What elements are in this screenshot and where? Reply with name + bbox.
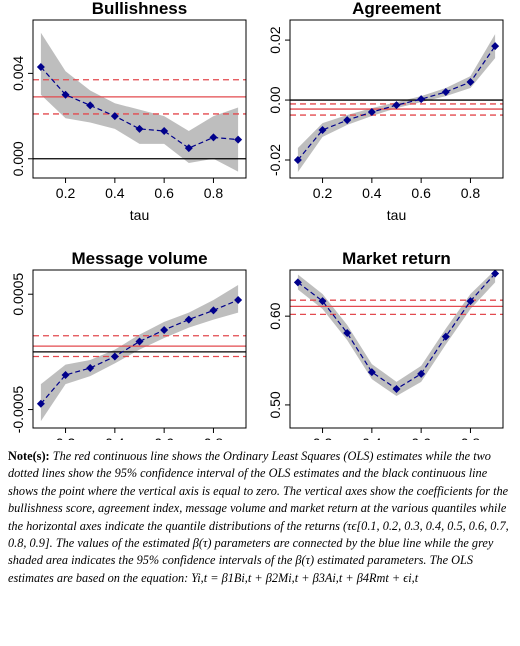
estimate-point: [209, 306, 218, 315]
x-tick-label: 0.2: [56, 185, 76, 201]
panel-title: Bullishness: [92, 0, 187, 18]
y-tick-label: 0.000: [10, 141, 26, 176]
estimate-point: [86, 364, 95, 373]
estimate-point: [184, 144, 193, 153]
panel: Message volume0.20.40.60.8-0.00050.0005t…: [10, 249, 247, 473]
estimate-point: [466, 78, 475, 87]
estimate-point: [135, 337, 144, 346]
estimate-point: [417, 369, 426, 378]
x-tick-label: 0.6: [154, 185, 174, 201]
estimate-point: [343, 116, 352, 125]
estimate-point: [86, 101, 95, 110]
estimate-point: [318, 126, 327, 135]
y-tick-label: 0.0005: [10, 273, 26, 316]
estimate-point: [160, 127, 169, 136]
x-tick-label: 0.2: [313, 185, 333, 201]
estimate-point: [392, 101, 401, 110]
estimate-line: [297, 273, 496, 390]
plot-frame: [289, 269, 504, 429]
estimate-point: [441, 87, 450, 96]
note-label: Note(s):: [8, 449, 50, 463]
x-tick-label: 0.6: [411, 185, 431, 201]
estimate-point: [392, 384, 401, 393]
plot-area: [290, 34, 503, 173]
panel-title: Message volume: [71, 249, 207, 268]
estimate-point: [293, 156, 302, 165]
estimate-point: [61, 370, 70, 379]
estimate-point: [491, 42, 500, 51]
confidence-band: [40, 284, 239, 422]
estimate-point: [61, 90, 70, 99]
estimate-point: [367, 368, 376, 377]
x-tick-label: 0.8: [204, 185, 224, 201]
estimate-point: [36, 62, 45, 71]
plot-frame: [32, 19, 247, 179]
x-tick-label: 0.4: [362, 435, 382, 440]
x-axis-label: tau: [130, 207, 149, 223]
plot-area: [290, 270, 503, 397]
estimate-point: [110, 112, 119, 121]
y-tick-label: 0.02: [267, 26, 283, 53]
estimate-point: [110, 352, 119, 361]
estimate-point: [491, 270, 500, 278]
x-tick-label: 0.2: [56, 435, 76, 440]
x-tick-label: 0.2: [313, 435, 333, 440]
plot-frame: [32, 269, 247, 429]
confidence-band: [40, 32, 239, 172]
y-tick-label: -0.02: [267, 144, 283, 176]
estimate-point: [160, 325, 169, 334]
estimate-point: [441, 332, 450, 341]
y-tick-label: 0.60: [267, 302, 283, 329]
x-tick-label: 0.8: [461, 185, 481, 201]
plot-area: [33, 32, 246, 172]
plot-area: [33, 284, 246, 422]
x-tick-label: 0.8: [204, 435, 224, 440]
x-axis-label: tau: [387, 207, 406, 223]
estimate-point: [36, 399, 45, 408]
x-tick-label: 0.6: [154, 435, 174, 440]
estimate-point: [293, 278, 302, 287]
estimate-point: [417, 95, 426, 104]
estimate-point: [466, 297, 475, 306]
panel: Bullishness 0.2 0.4 0.6 0.8 0.000 0.004 tau: [10, 0, 247, 223]
panel-title: Agreement: [352, 0, 441, 18]
y-tick-label: -0.0005: [10, 386, 26, 434]
panel-title: Market return: [342, 249, 451, 268]
note: Note(s): The red continuous line shows t…: [8, 448, 514, 587]
estimate-point: [209, 133, 218, 142]
y-tick-label: 0.00: [267, 86, 283, 113]
panel: Agreement 0.2 0.4 0.6 0.8 -0.02 0.00 0.02 tau: [267, 0, 504, 223]
estimate-point: [343, 329, 352, 338]
note-text: The red continuous line shows the Ordina…: [8, 449, 509, 585]
estimate-point: [318, 297, 327, 306]
x-tick-label: 0.4: [105, 435, 125, 440]
estimate-point: [234, 135, 243, 144]
x-tick-label: 0.4: [362, 185, 382, 201]
confidence-band: [297, 270, 496, 397]
y-tick-label: 0.004: [10, 56, 26, 91]
estimate-point: [184, 315, 193, 324]
y-tick-label: 0.50: [267, 391, 283, 418]
estimate-point: [367, 108, 376, 117]
estimate-point: [135, 124, 144, 133]
estimate-point: [234, 295, 243, 304]
note-equation: Yi,t = β1Bi,t + β2Mi,t + β3Ai,t + β4Rmt …: [191, 570, 419, 585]
x-tick-label: 0.6: [411, 435, 431, 440]
plot-frame: [289, 19, 504, 179]
x-tick-label: 0.4: [105, 185, 125, 201]
x-tick-label: 0.8: [461, 435, 481, 440]
